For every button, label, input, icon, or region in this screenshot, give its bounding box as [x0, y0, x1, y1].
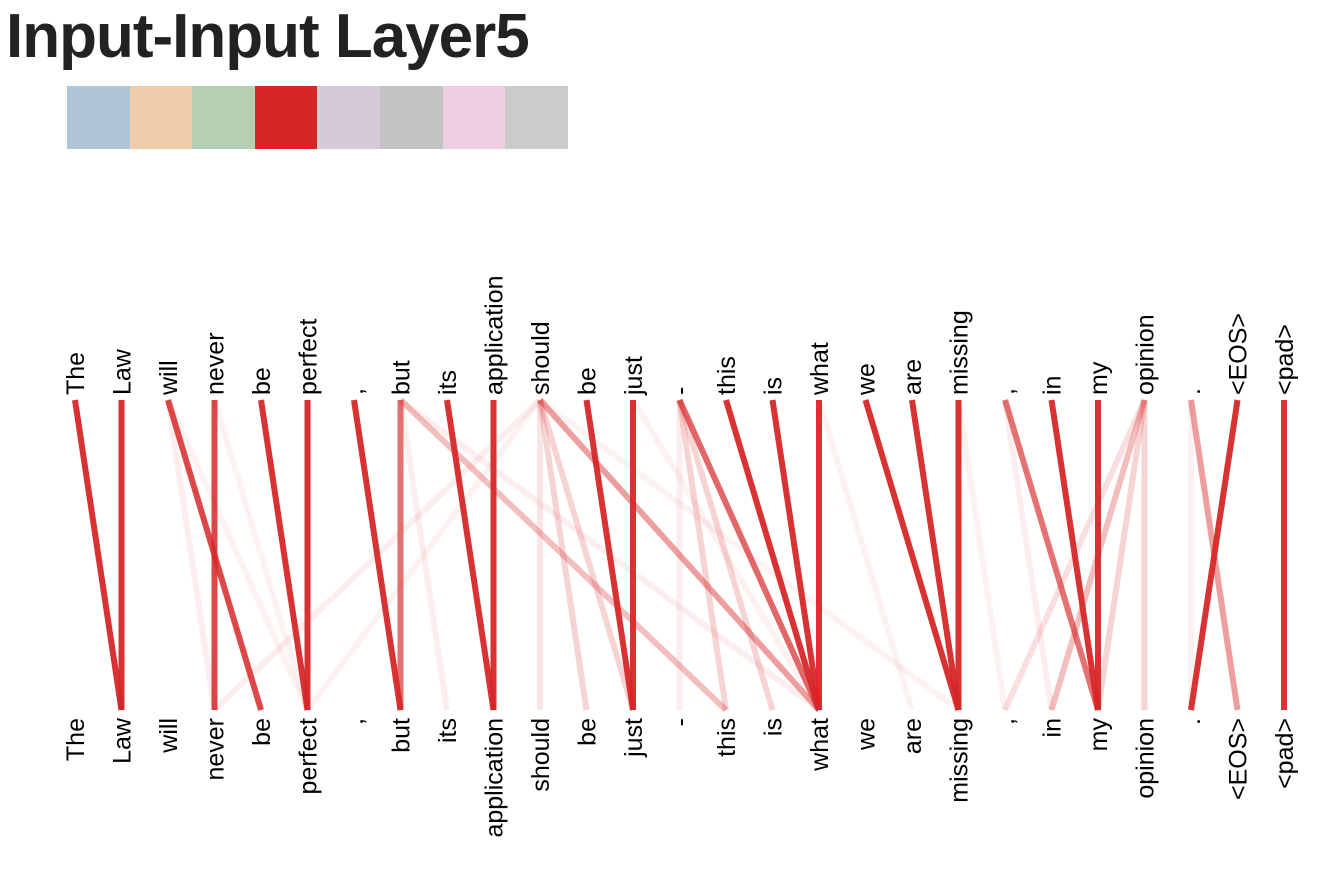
legend-swatch [192, 86, 255, 149]
bottom-token: <pad> [1271, 718, 1299, 789]
attention-link [955, 399, 1008, 711]
bottom-token: this [713, 718, 741, 757]
attention-link [769, 399, 822, 711]
bottom-token: its [434, 718, 462, 743]
attention-link [676, 398, 822, 712]
bottom-token: my [1085, 718, 1113, 752]
bottom-token: what [806, 718, 834, 772]
bottom-token: we [853, 718, 881, 751]
bottom-token: in [1039, 718, 1067, 737]
attention-link [630, 398, 822, 712]
attention-link [444, 399, 497, 711]
top-token: are [899, 359, 927, 395]
attention-link [305, 398, 543, 712]
top-token: . [1178, 388, 1206, 395]
attention-link [1002, 399, 1055, 711]
top-token: missing [946, 310, 974, 395]
bottom-token: be [574, 718, 602, 746]
top-token: what [806, 342, 834, 396]
attention-link [1002, 399, 1101, 711]
page-title: Input-Input Layer5 [6, 2, 530, 71]
attention-link [537, 397, 822, 713]
attention-link [351, 399, 404, 711]
legend-swatch [379, 86, 443, 149]
top-token: perfect [295, 319, 323, 395]
top-token: should [527, 321, 555, 395]
top-token: never [202, 332, 230, 395]
bottom-token: never [202, 718, 230, 781]
bottom-token: . [1178, 718, 1206, 725]
legend-swatch [505, 86, 568, 149]
attention-link [676, 399, 776, 711]
attention-link [1188, 399, 1241, 711]
top-token-row: The Law will never be perfect, but its applicati… [62, 275, 1299, 396]
color-legend [67, 86, 568, 149]
attention-link [583, 399, 636, 711]
bottom-token: Law [109, 717, 137, 764]
top-token: Law [109, 348, 137, 395]
attention-links [72, 397, 1287, 713]
attention-link [862, 399, 962, 711]
attention-link [816, 399, 915, 711]
attention-link [537, 399, 590, 711]
attention-link [1095, 399, 1148, 711]
top-token: , [992, 388, 1020, 395]
bottom-token: are [899, 718, 927, 754]
legend-swatch [129, 86, 193, 149]
attention-link [723, 399, 822, 711]
attention-link [397, 399, 450, 711]
top-token: my [1085, 361, 1113, 395]
top-token: <EOS> [1225, 313, 1253, 395]
bottom-token: application [481, 718, 509, 838]
attention-link [165, 398, 311, 712]
bottom-token: opinion [1132, 718, 1160, 799]
top-token: - [667, 387, 695, 395]
top-token: is [760, 377, 788, 395]
bottom-token: missing [946, 718, 974, 803]
top-token: this [713, 356, 741, 395]
legend-swatch [254, 86, 318, 149]
bottom-token: be [248, 718, 276, 746]
attention-link [537, 399, 636, 711]
legend-swatch [67, 86, 130, 149]
bottom-token: - [667, 718, 695, 726]
bottom-token: <EOS> [1225, 718, 1253, 800]
attention-link [258, 399, 311, 711]
bottom-token-row: The Law will never be perfect, but its applicati… [62, 717, 1299, 837]
attention-link [1048, 399, 1101, 711]
top-token: we [853, 363, 881, 396]
legend-swatch [442, 86, 506, 149]
bottom-token: The [62, 718, 90, 761]
top-token: be [248, 367, 276, 395]
top-token: but [388, 360, 416, 395]
bottom-token: perfect [295, 718, 323, 794]
top-token: The [62, 352, 90, 395]
legend-swatch [317, 86, 380, 149]
bottom-token: but [388, 718, 416, 753]
top-token: , [341, 388, 369, 395]
bottom-token: is [760, 718, 788, 736]
bottom-token: will [155, 718, 183, 754]
bottom-token: , [341, 718, 369, 725]
bottom-token: , [992, 718, 1020, 725]
top-token: just [620, 356, 648, 396]
attention-link [165, 399, 218, 711]
top-token: its [434, 370, 462, 395]
attention-link [72, 399, 125, 711]
attention-link [676, 399, 729, 711]
top-token: be [574, 367, 602, 395]
top-token: application [481, 275, 509, 395]
attention-link [211, 399, 311, 711]
top-token: will [155, 360, 183, 396]
bottom-token: just [620, 718, 648, 758]
bottom-token: should [527, 718, 555, 792]
top-token: opinion [1132, 314, 1160, 395]
top-token: in [1039, 376, 1067, 395]
top-token: <pad> [1271, 324, 1299, 395]
attention-link [909, 399, 962, 711]
